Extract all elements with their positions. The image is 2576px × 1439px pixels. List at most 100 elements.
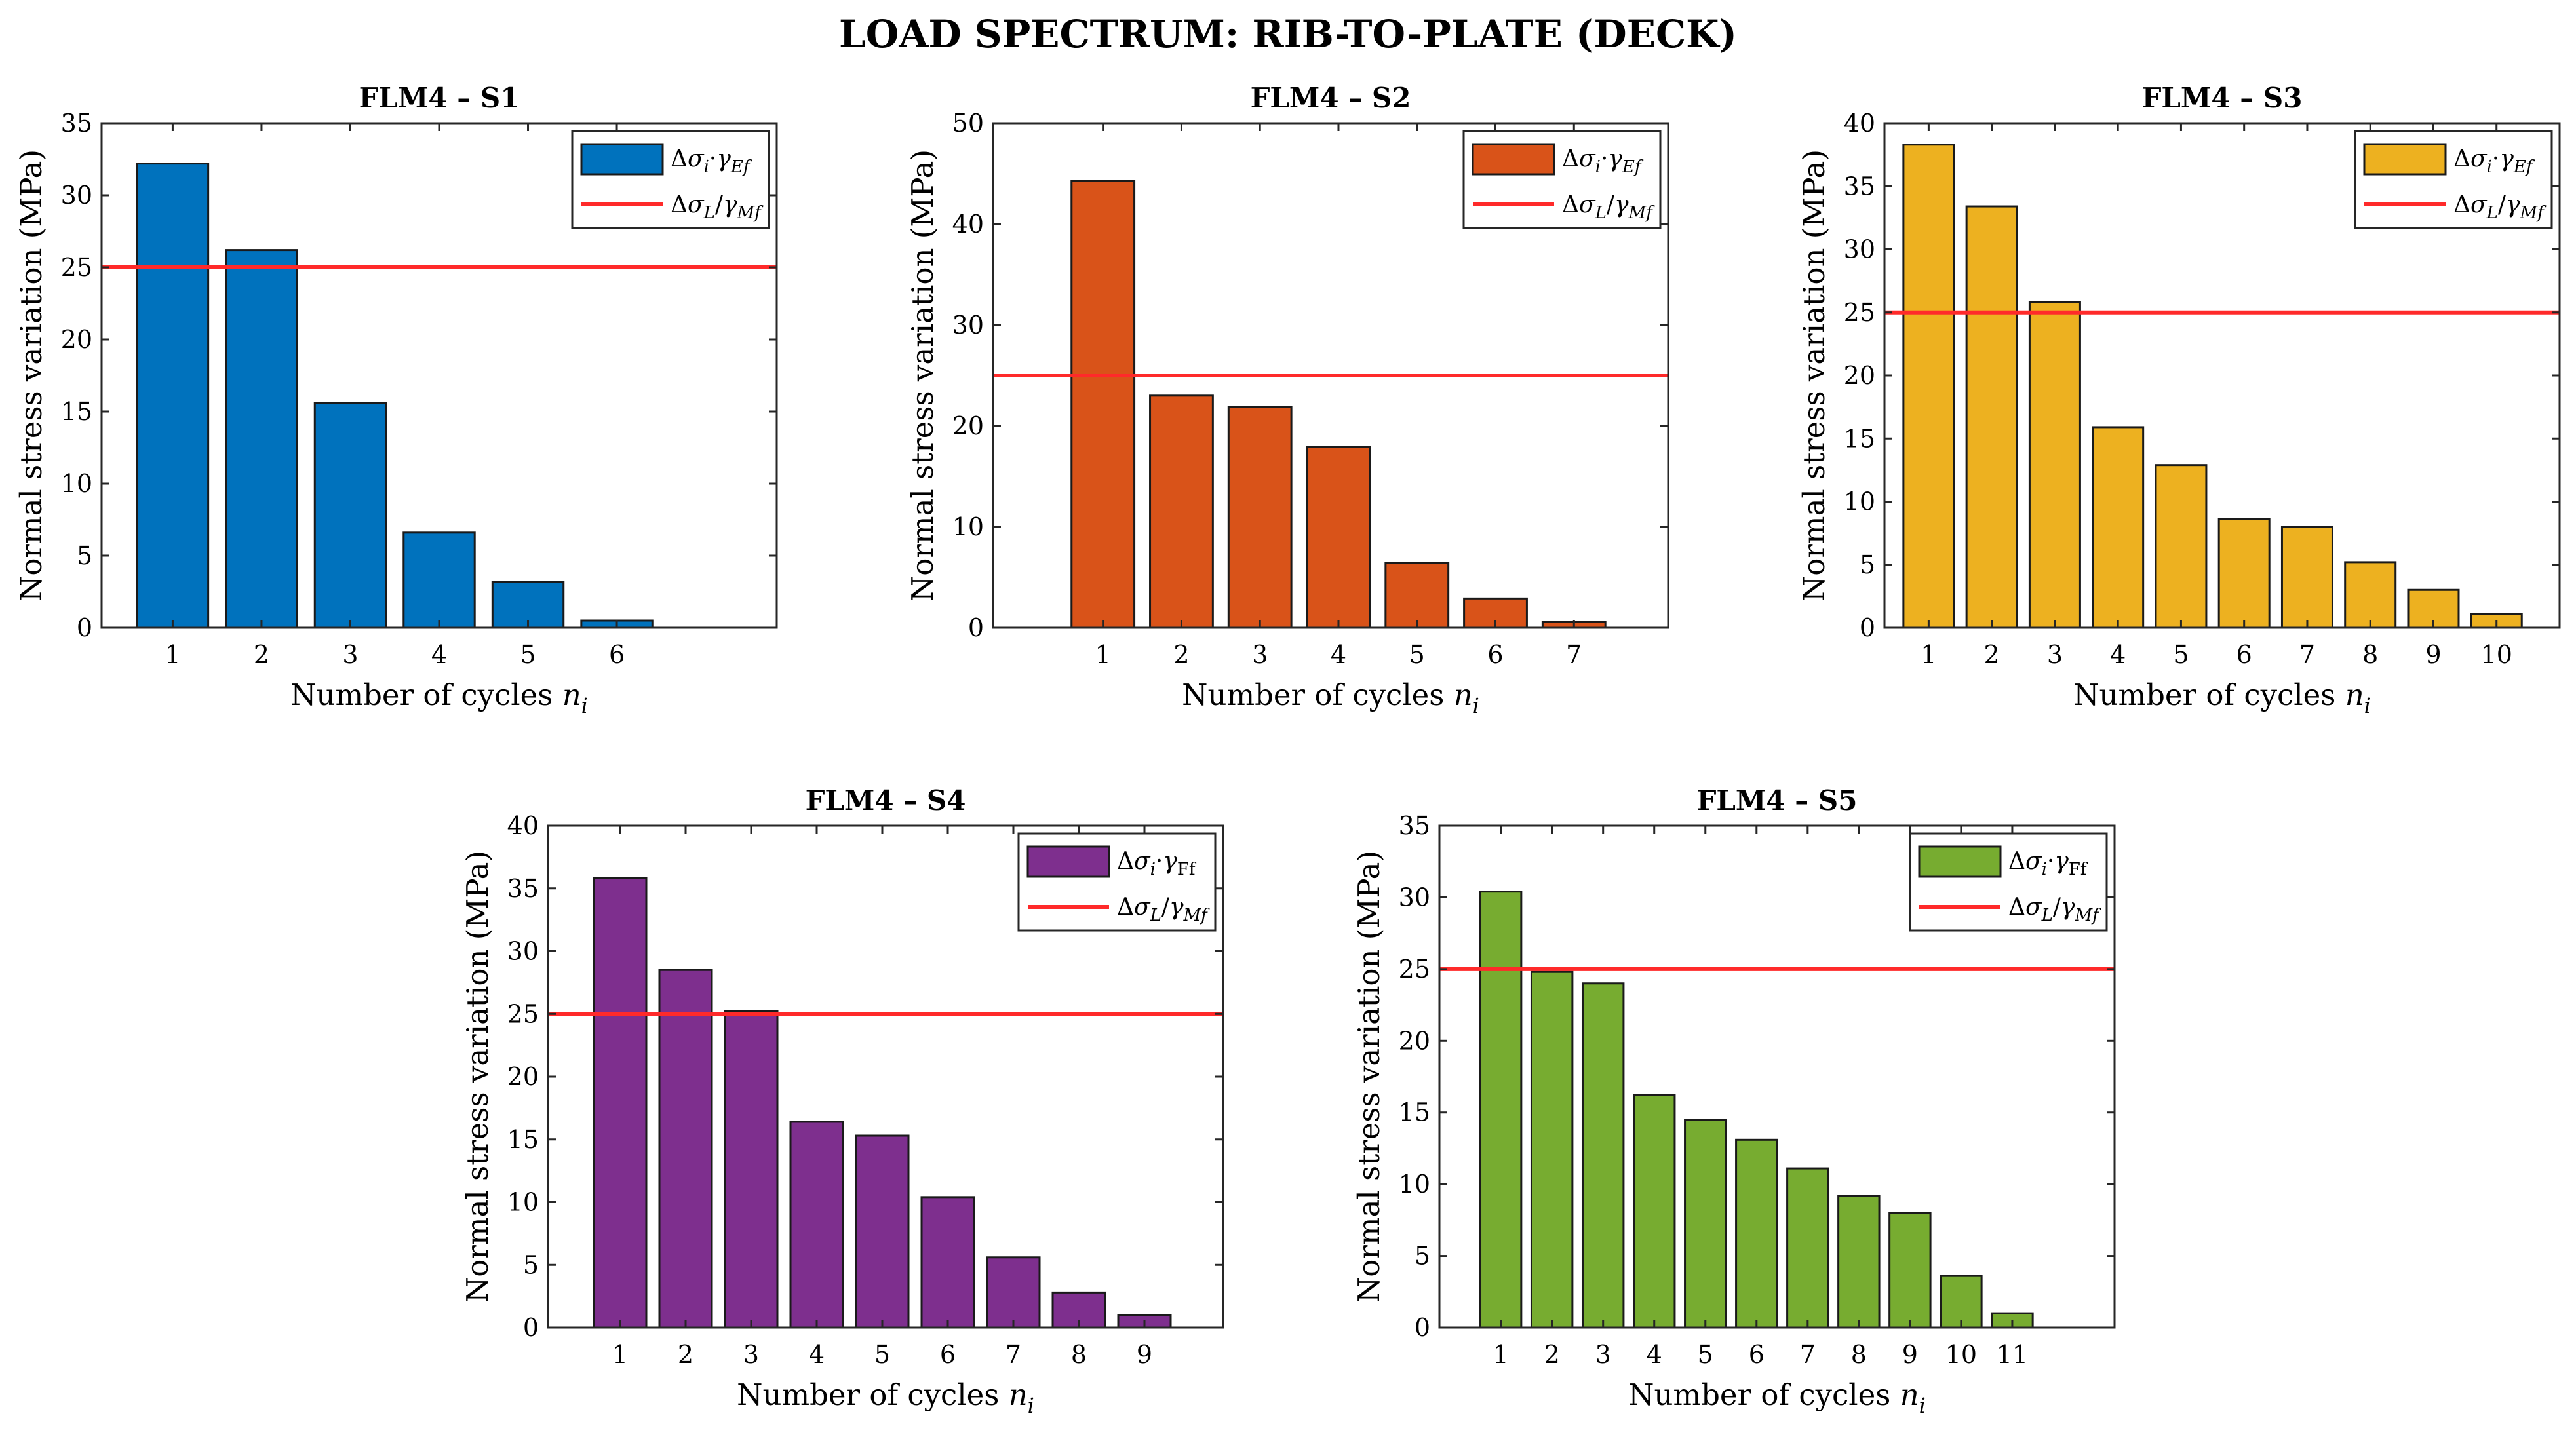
chart-1-legend-line-label: ΔσL/γMf [671, 191, 764, 223]
chart-3-ytick-label: 0 [1860, 613, 1875, 642]
chart-1: FLM4 – S1 0 5 10 15 20 25 30 35 1 2 3 4 5 6 Number of c… [14, 82, 778, 718]
chart-4-ytick-label: 0 [523, 1313, 539, 1342]
chart-1-xlabel: Number of cycles ni [290, 678, 588, 718]
chart-5-ytick-label: 35 [1399, 811, 1430, 840]
chart-4-legend: Δσi·γFf ΔσL/γMf [1017, 832, 1217, 932]
chart-4-ytick-label: 20 [507, 1062, 539, 1091]
chart-3-legend-bar-label: Δσi·γEf [2453, 145, 2535, 177]
chart-4-xtick-label: 4 [809, 1340, 825, 1369]
chart-2-bar-2 [1149, 394, 1214, 629]
chart-5-xtick-label: 4 [1647, 1340, 1662, 1369]
chart-1-bar-4 [402, 531, 476, 629]
chart-4-xtick-label: 7 [1005, 1340, 1021, 1369]
chart-4-xtick-label: 2 [678, 1340, 693, 1369]
chart-2-ytick-label: 50 [952, 109, 984, 138]
chart-5-xtick-label: 3 [1595, 1340, 1611, 1369]
chart-5-legend-bar-label: Δσi·γFf [2008, 848, 2088, 879]
chart-4-ytick-label: 30 [507, 937, 539, 966]
chart-1-ytick-label: 15 [61, 397, 92, 426]
chart-2-axes-box [992, 122, 1669, 629]
chart-2-legend-bar-label: Δσi·γEf [1562, 145, 1644, 177]
chart-3-xtick-label: 2 [1984, 640, 2000, 669]
chart-1-xtick-label: 1 [165, 640, 180, 669]
chart-3-xlabel: Number of cycles ni [2073, 678, 2371, 718]
chart-3-bar-3 [2028, 301, 2081, 629]
chart-1-ytick-label: 35 [61, 109, 92, 138]
chart-1-xtick-label: 6 [609, 640, 625, 669]
chart-5-xtick-label: 5 [1698, 1340, 1713, 1369]
chart-1-ytick-label: 10 [61, 469, 92, 498]
chart-1-legend: Δσi·γEf ΔσL/γMf [571, 130, 770, 229]
chart-3: FLM4 – S3 0 5 10 15 20 25 30 35 40 1 2 3 4 5 6 7 8 9 10 Numb… [1797, 82, 2561, 718]
chart-5-axes-box [1438, 824, 2116, 1329]
chart-5-bar-5 [1684, 1119, 1727, 1329]
chart-5-legend-line-label: ΔσL/γMf [2008, 894, 2101, 925]
chart-4-legend-bar-swatch [1026, 845, 1110, 878]
chart-5-bar-1 [1479, 891, 1523, 1329]
chart-2-ylabel: Normal stress variation (MPa) [905, 149, 940, 602]
chart-1-title: FLM4 – S1 [359, 82, 520, 114]
chart-2: FLM4 – S2 0 10 20 30 40 50 1 2 3 4 5 6 7 Number of cyc… [905, 82, 1669, 718]
chart-3-xtick-label: 8 [2362, 640, 2378, 669]
chart-2-xtick-label: 7 [1566, 640, 1582, 669]
chart-2-bar-1 [1070, 180, 1136, 629]
chart-2-legend: Δσi·γEf ΔσL/γMf [1462, 130, 1662, 229]
chart-4-legend-bar-label: Δσi·γFf [1117, 848, 1197, 879]
chart-3-legend-line-label: ΔσL/γMf [2453, 191, 2547, 223]
chart-1-xtick-label: 3 [342, 640, 358, 669]
chart-4: FLM4 – S4 0 5 10 15 20 25 30 35 40 1 2 3 4 5 6 7 8 9 Number… [460, 784, 1224, 1418]
chart-3-xtick-label: 5 [2173, 640, 2189, 669]
chart-5-xlabel: Number of cycles ni [1628, 1377, 1926, 1418]
chart-3-title: FLM4 – S3 [2142, 82, 2303, 114]
chart-2-ytick-label: 10 [952, 512, 984, 541]
chart-5-bar-9 [1888, 1212, 1932, 1329]
chart-5-ytick-label: 5 [1415, 1242, 1430, 1271]
chart-2-xtick-label: 2 [1173, 640, 1189, 669]
chart-5-xtick-label: 2 [1544, 1340, 1560, 1369]
chart-5-ytick-label: 15 [1399, 1098, 1430, 1127]
chart-4-ytick-label: 25 [507, 999, 539, 1028]
chart-3-xtick-label: 4 [2110, 640, 2126, 669]
chart-5-xtick-label: 6 [1749, 1340, 1765, 1369]
chart-3-xtick-label: 6 [2236, 640, 2252, 669]
chart-1-bar-1 [136, 163, 210, 629]
chart-4-xtick-label: 1 [612, 1340, 628, 1369]
chart-5-xtick-label: 8 [1851, 1340, 1867, 1369]
chart-2-ytick-label: 40 [952, 210, 984, 239]
chart-5-ytick-label: 10 [1399, 1170, 1430, 1199]
chart-3-ytick-label: 5 [1860, 550, 1875, 579]
chart-1-ytick-label: 5 [77, 541, 92, 570]
chart-3-bar-4 [2092, 426, 2145, 629]
chart-1-legend-bar-swatch [580, 143, 664, 176]
chart-4-bar-6 [920, 1196, 975, 1329]
chart-4-bar-2 [658, 969, 713, 1329]
chart-5-xtick-label: 1 [1493, 1340, 1509, 1369]
chart-5-bar-7 [1786, 1167, 1829, 1329]
chart-5-bar-6 [1735, 1138, 1778, 1329]
chart-2-xtick-label: 5 [1409, 640, 1425, 669]
chart-4-bar-7 [986, 1256, 1041, 1329]
chart-4-ytick-label: 40 [507, 811, 539, 840]
chart-1-ytick-label: 25 [61, 253, 92, 282]
chart-1-bar-3 [313, 402, 387, 629]
chart-1-ytick-label: 20 [61, 325, 92, 354]
chart-5-legend-bar-swatch [1918, 845, 2002, 878]
chart-1-ytick-label: 0 [77, 613, 92, 642]
chart-1-legend-bar-label: Δσi·γEf [671, 145, 752, 177]
chart-4-title: FLM4 – S4 [806, 784, 966, 816]
chart-4-xtick-label: 6 [940, 1340, 956, 1369]
chart-4-bar-1 [593, 877, 648, 1329]
chart-2-legend-bar-swatch [1472, 143, 1555, 176]
chart-5-title: FLM4 – S5 [1697, 784, 1858, 816]
chart-5-xtick-label: 11 [1997, 1340, 2028, 1369]
chart-2-bar-4 [1306, 446, 1371, 629]
chart-3-ytick-label: 30 [1844, 235, 1875, 264]
chart-1-ylabel: Normal stress variation (MPa) [14, 149, 49, 602]
chart-2-title: FLM4 – S2 [1251, 82, 1411, 114]
chart-5-bar-4 [1633, 1094, 1676, 1329]
chart-3-xtick-label: 1 [1921, 640, 1936, 669]
chart-2-ytick-label: 0 [968, 613, 984, 642]
chart-3-bar-7 [2280, 526, 2333, 629]
chart-1-xtick-label: 4 [431, 640, 447, 669]
chart-2-legend-line-label: ΔσL/γMf [1562, 191, 1655, 223]
